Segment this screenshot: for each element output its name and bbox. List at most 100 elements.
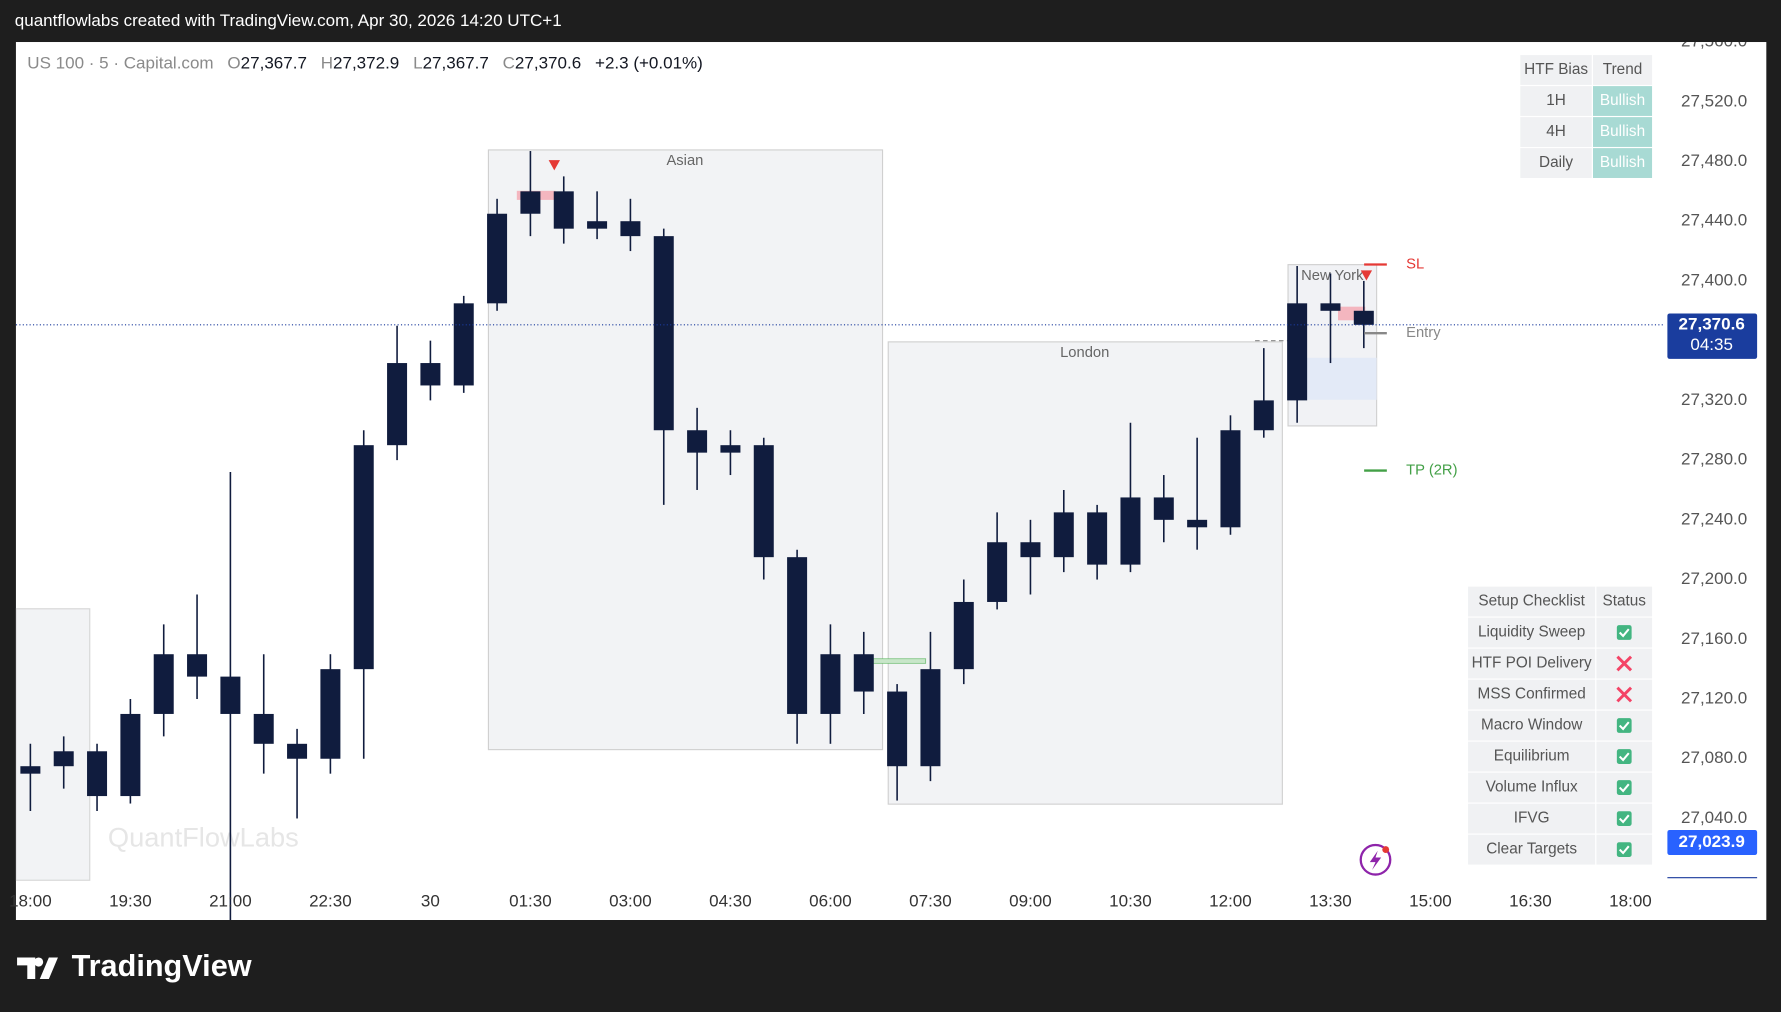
candle-body — [187, 654, 208, 677]
ohlc-label: L — [413, 53, 422, 72]
footer-brand: TradingView — [72, 949, 252, 983]
footer-logo — [17, 957, 58, 980]
status-check-mark — [1618, 721, 1630, 731]
fvg-zone — [866, 658, 927, 664]
candle-body — [787, 557, 808, 714]
x-tick-label: 07:30 — [909, 891, 952, 910]
trend-text: Bullish — [1600, 154, 1645, 171]
table-cell-text: Volume Influx — [1486, 779, 1578, 796]
x-tick-label: 09:00 — [1009, 891, 1052, 910]
table-cell — [1595, 709, 1654, 742]
table-header: Status — [1602, 593, 1646, 610]
candle-body — [1053, 512, 1074, 558]
table-cell — [1466, 771, 1597, 804]
table-cell-text: Macro Window — [1481, 717, 1583, 734]
y-tick-label: 27,480.0 — [1681, 151, 1747, 170]
candle-body — [253, 713, 274, 744]
candle-body — [553, 191, 574, 229]
y-tick-label: 27,320.0 — [1681, 390, 1747, 409]
sell-marker — [1360, 270, 1373, 281]
status-check — [1616, 718, 1632, 733]
y-tick-label: 27,080.0 — [1681, 748, 1747, 767]
fvg-zone — [1298, 357, 1377, 400]
candle-body — [20, 766, 41, 774]
x-tick-label: 12:00 — [1209, 891, 1252, 910]
plot-layer: Asian London New York QuantFlowLabs — [15, 149, 1378, 881]
candle-body — [153, 654, 174, 714]
status-check — [1616, 780, 1632, 795]
status-check-mark — [1618, 752, 1630, 762]
candle-body — [1253, 400, 1274, 431]
candle-body — [920, 669, 941, 767]
status-check-mark — [1618, 628, 1630, 638]
trade-level-label: SL — [1406, 256, 1424, 272]
session-label: Asian — [666, 153, 703, 169]
trend-cell — [1591, 115, 1654, 149]
candle-body — [53, 751, 74, 767]
trend-cell — [1591, 146, 1654, 180]
table-cell-text: Equilibrium — [1494, 748, 1570, 765]
table-cell-text: Daily — [1539, 154, 1573, 171]
x-tick-label: 01:30 — [509, 891, 552, 910]
x-tick-label: 16:30 — [1509, 891, 1552, 910]
ohlc-label: C — [503, 53, 515, 72]
ohlc-value: 27,367.7 — [241, 53, 307, 72]
candle-body — [620, 221, 641, 237]
y-tick-label: 27,040.0 — [1681, 808, 1747, 827]
table-header-cell — [1519, 53, 1593, 87]
candle-body — [587, 221, 608, 229]
session-box — [487, 149, 884, 751]
table-cell — [1466, 802, 1597, 835]
x-tick-label: 13:30 — [1309, 891, 1352, 910]
candle-body — [987, 542, 1008, 602]
x-tick-label: 18:00 — [1609, 891, 1652, 910]
header-text: quantflowlabs created with TradingView.c… — [15, 11, 562, 30]
candle-body — [887, 691, 908, 767]
candle-body — [1020, 542, 1041, 558]
ohlc-value: 27,367.7 — [423, 53, 489, 72]
watermark: QuantFlowLabs — [108, 822, 299, 853]
table-header-cell — [1466, 585, 1597, 618]
symbol-legend: US 100 · 5 · Capital.com O27,367.7 H27,3… — [27, 53, 703, 72]
candle-body — [1287, 303, 1308, 401]
price-badge — [1667, 830, 1758, 855]
candle-body — [120, 713, 141, 797]
candle-body — [420, 363, 441, 386]
sell-marker — [548, 160, 560, 171]
candle-body — [487, 213, 508, 304]
x-tick-label: 18:00 — [9, 891, 52, 910]
y-tick-label: 27,400.0 — [1681, 270, 1747, 289]
table-cell — [1466, 678, 1597, 711]
x-tick-label: 30 — [421, 891, 440, 910]
x-tick-label: 03:00 — [609, 891, 652, 910]
table-cell — [1466, 647, 1597, 680]
alert-icon[interactable] — [1359, 843, 1392, 876]
table-cell — [1519, 115, 1593, 149]
candle-body — [687, 430, 708, 453]
price-axis — [1665, 42, 1767, 920]
candle-body — [287, 743, 308, 759]
y-tick-label: 27,200.0 — [1681, 569, 1747, 588]
session-label: New York — [1301, 268, 1364, 284]
candle-body — [820, 654, 841, 714]
x-tick-label: 15:00 — [1409, 891, 1452, 910]
candle-body — [1120, 497, 1141, 565]
candle-body — [520, 191, 541, 214]
status-check — [1616, 842, 1632, 857]
status-check — [1616, 811, 1632, 826]
ohlc-value: 27,372.9 — [333, 53, 399, 72]
trend-text: Bullish — [1600, 92, 1645, 109]
table-cell-text: IFVG — [1514, 810, 1550, 827]
symbol-name: US 100 · 5 · Capital.com — [27, 53, 213, 72]
candle-body — [353, 445, 374, 670]
x-tick-label: 04:30 — [709, 891, 752, 910]
candle-body — [720, 445, 741, 453]
candle-body — [1087, 512, 1108, 565]
table-cell-text: Liquidity Sweep — [1478, 624, 1585, 641]
candle-body — [87, 751, 108, 797]
candle-body — [653, 236, 674, 431]
status-cross — [1616, 655, 1633, 672]
status-check-mark — [1618, 814, 1630, 824]
